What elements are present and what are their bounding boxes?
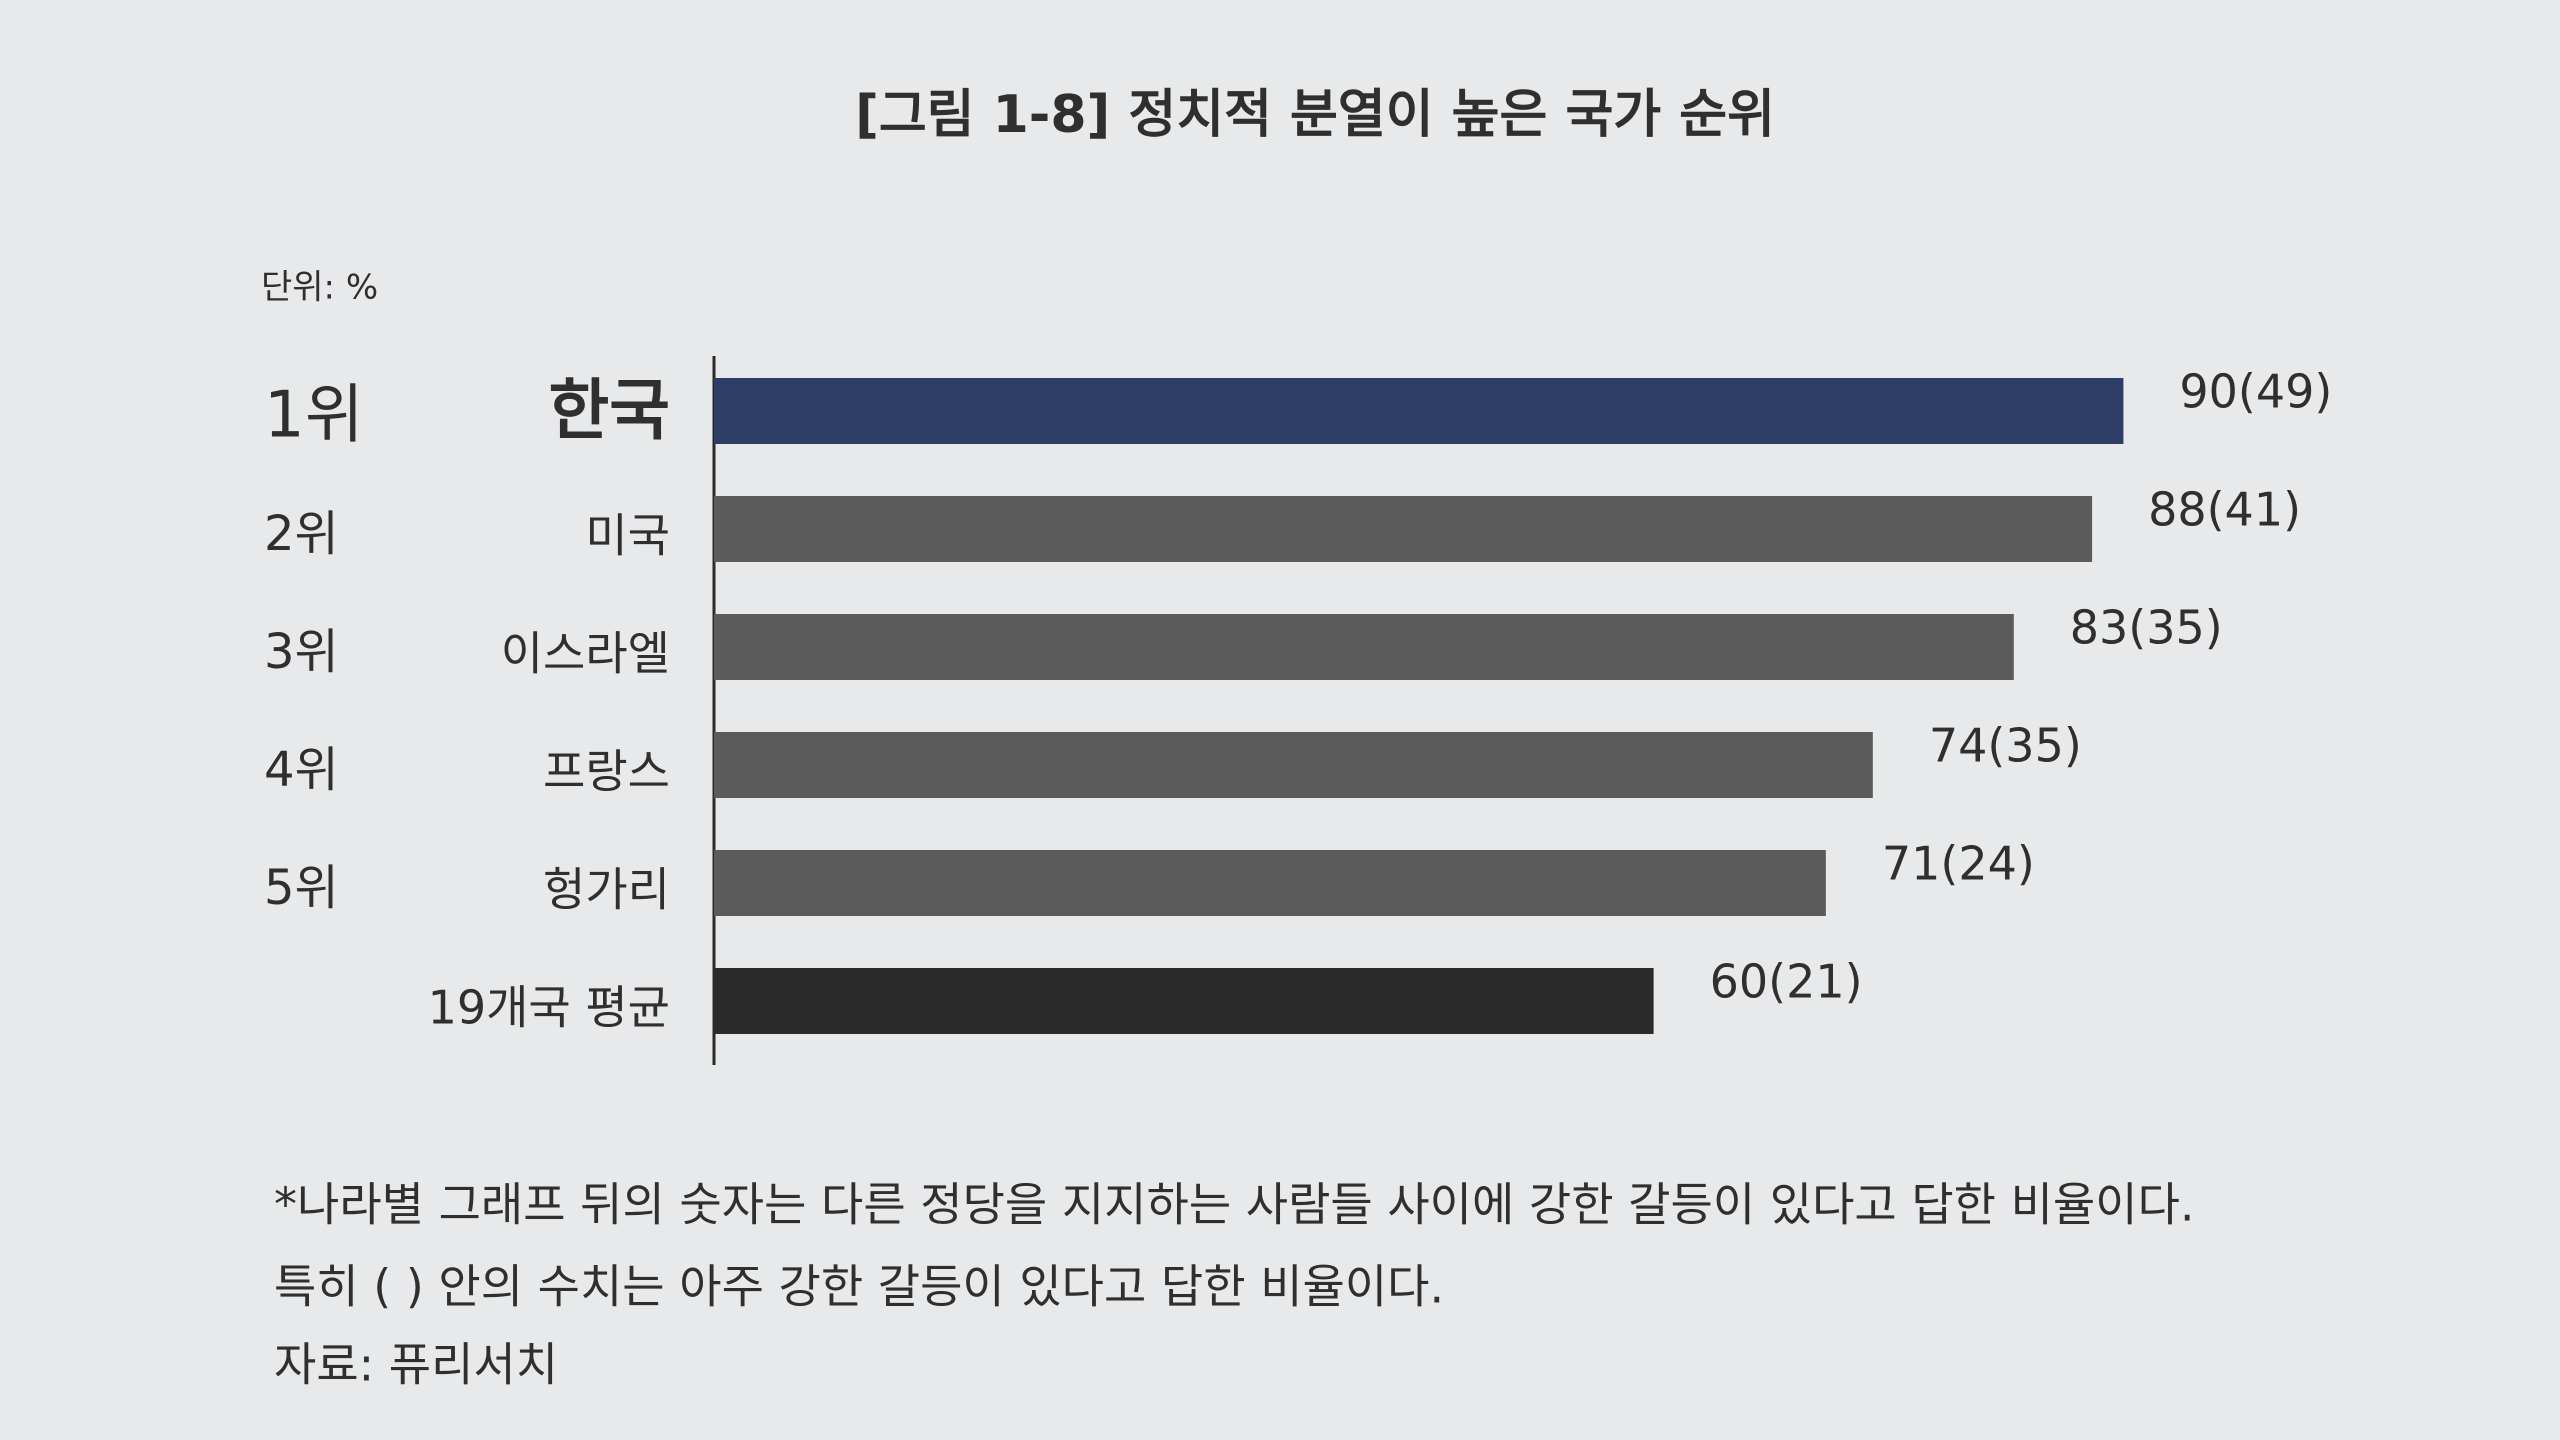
category-label: 19개국 평균	[428, 981, 670, 1035]
bar	[714, 614, 2014, 680]
category-label: 헝가리	[543, 863, 670, 917]
chart-title: [그림 1-8] 정치적 분열이 높은 국가 순위	[855, 85, 1775, 145]
bar	[714, 732, 1873, 798]
bar	[714, 968, 1654, 1034]
note: 특히 ( ) 안의 수치는 아주 강한 갈등이 있다고 답한 비율이다.	[274, 1260, 1444, 1314]
note: *나라별 그래프 뒤의 숫자는 다른 정당을 지지하는 사람들 사이에 강한 갈…	[274, 1178, 2195, 1232]
category-label: 미국	[585, 509, 670, 563]
category-label: 프랑스	[543, 745, 670, 799]
category-label: 한국	[549, 372, 670, 449]
category-label: 이스라엘	[501, 627, 670, 681]
value-label: 74(35)	[1929, 719, 2082, 773]
rank-label: 3위	[264, 624, 339, 680]
unit-label: 단위: %	[261, 268, 378, 308]
rank-label: 5위	[264, 860, 339, 916]
value-label: 90(49)	[2179, 365, 2332, 419]
rank-label: 2위	[264, 506, 339, 562]
value-label: 60(21)	[1710, 955, 1863, 1009]
bar	[714, 496, 2093, 562]
value-label: 88(41)	[2148, 483, 2301, 537]
value-label: 71(24)	[1882, 837, 2035, 891]
bar	[714, 850, 1826, 916]
rank-label: 4위	[264, 742, 339, 798]
value-label: 83(35)	[2070, 601, 2223, 655]
bar	[714, 378, 2124, 444]
rank-label: 1위	[264, 379, 364, 453]
source: 자료: 퓨리서치	[274, 1338, 558, 1392]
